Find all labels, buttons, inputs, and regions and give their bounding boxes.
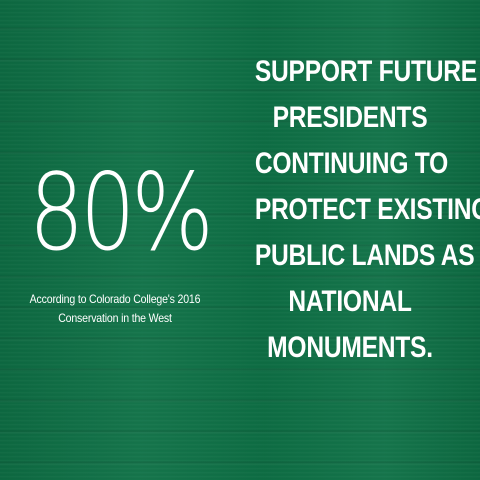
headline-line: PROTECT EXISTING bbox=[254, 193, 480, 226]
headline-line: PRESIDENTS bbox=[272, 101, 428, 134]
headline: SUPPORT FUTURE PRESIDENTS CONTINUING TO … bbox=[234, 49, 480, 371]
headline-line: NATIONAL bbox=[288, 285, 412, 318]
headline-line: SUPPORT FUTURE bbox=[254, 55, 477, 88]
source-citation: According to Colorado College's 2016 Con… bbox=[23, 290, 208, 328]
headline-line: CONTINUING TO bbox=[254, 147, 449, 180]
source-citation-line-1: According to Colorado College's 2016 bbox=[29, 292, 201, 306]
source-citation-line-2: Conservation in the West bbox=[58, 311, 172, 325]
headline-line: PUBLIC LANDS AS bbox=[254, 239, 475, 272]
percentage-stat: 80% bbox=[28, 151, 214, 274]
headline-line: MONUMENTS. bbox=[267, 331, 433, 364]
stat-block: 80% According to Colorado College's 2016… bbox=[10, 160, 220, 328]
